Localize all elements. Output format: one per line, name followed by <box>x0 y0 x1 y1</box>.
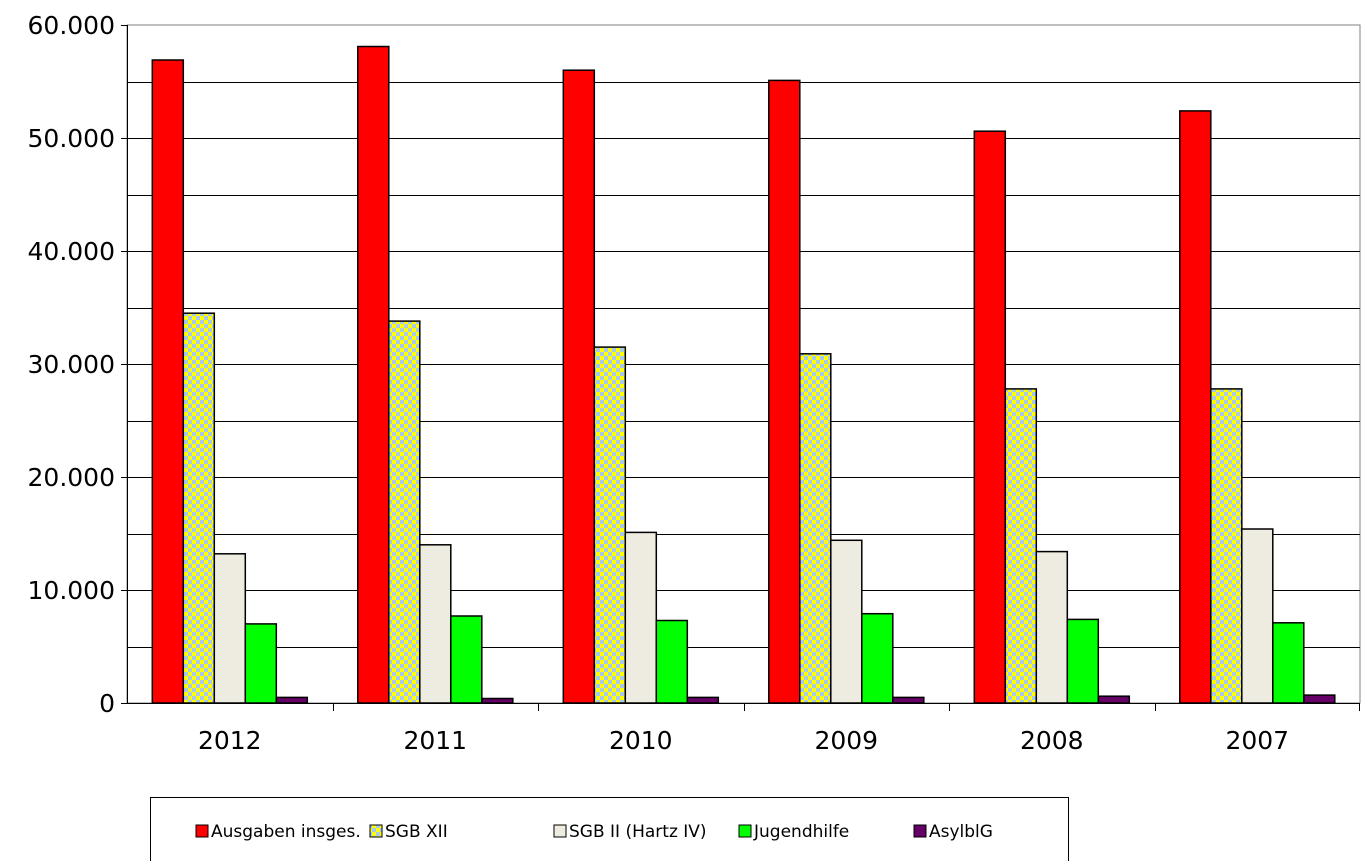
bar-sgb-ii-hartz-iv-2009 <box>830 539 863 704</box>
legend-swatch <box>738 824 752 838</box>
bar-sgb-xii-2011 <box>388 320 421 704</box>
bar-asylblg-2012 <box>275 696 309 704</box>
bar-jugendhilfe-2011 <box>450 615 483 704</box>
y-tick-label: 30.000 <box>28 350 115 379</box>
y-tick-label: 40.000 <box>28 237 115 266</box>
bar-sgb-xii-2010 <box>593 346 627 704</box>
bar-ausgaben-insges-2012 <box>151 59 185 704</box>
y-tick-label: 60.000 <box>28 11 115 40</box>
bar-asylblg-2008 <box>1097 695 1131 704</box>
legend-swatch <box>369 824 383 838</box>
legend-swatch <box>553 824 567 838</box>
bar-sgb-ii-hartz-iv-2012 <box>213 553 247 704</box>
bar-asylblg-2009 <box>892 696 925 704</box>
bar-ausgaben-insges-2007 <box>1179 110 1212 704</box>
legend-label: AsylblG <box>929 822 993 842</box>
bar-asylblg-2007 <box>1303 694 1336 704</box>
bar-sgb-ii-hartz-iv-2008 <box>1035 550 1069 704</box>
x-tick-label: 2010 <box>609 726 673 755</box>
x-tick-label: 2008 <box>1020 726 1084 755</box>
x-tick-label: 2009 <box>814 726 878 755</box>
y-tick-label: 0 <box>99 689 115 718</box>
bar-sgb-xii-2009 <box>799 353 832 704</box>
bar-jugendhilfe-2008 <box>1066 618 1100 704</box>
bar-sgb-ii-hartz-iv-2011 <box>419 544 452 704</box>
bar-sgb-xii-2012 <box>182 312 216 704</box>
legend-label: SGB II (Hartz IV) <box>569 822 707 842</box>
legend-box <box>150 797 1069 862</box>
bar-ausgaben-insges-2010 <box>562 69 596 704</box>
bar-jugendhilfe-2010 <box>655 619 689 704</box>
legend-label: Ausgaben insges. <box>211 822 361 842</box>
bar-ausgaben-insges-2009 <box>768 79 801 704</box>
bar-sgb-ii-hartz-iv-2007 <box>1241 528 1274 704</box>
y-tick-label: 50.000 <box>28 124 115 153</box>
x-tick-label: 2011 <box>403 726 467 755</box>
bar-sgb-xii-2008 <box>1004 388 1038 704</box>
bar-asylblg-2010 <box>686 696 720 704</box>
bars <box>151 45 1336 704</box>
bar-jugendhilfe-2009 <box>861 612 894 704</box>
bar-sgb-xii-2007 <box>1210 388 1243 704</box>
legend-label: Jugendhilfe <box>753 822 849 842</box>
axes: 0 10.000 20.000 30.000 40.000 50.000 60.000 201… <box>28 11 1360 755</box>
legend-label: SGB XII <box>385 822 448 842</box>
legend: Ausgaben insges. SGB XII SGB II (Hartz IV)… <box>150 797 1069 862</box>
legend-swatch <box>195 824 209 838</box>
bar-ausgaben-insges-2008 <box>973 130 1007 704</box>
bar-asylblg-2011 <box>481 697 514 704</box>
bar-jugendhilfe-2012 <box>244 623 278 704</box>
bar-jugendhilfe-2007 <box>1272 622 1305 704</box>
gridlines <box>126 24 1361 704</box>
bar-ausgaben-insges-2011 <box>357 45 390 704</box>
y-tick-label: 20.000 <box>28 463 115 492</box>
legend-swatch <box>913 824 927 838</box>
bar-sgb-ii-hartz-iv-2010 <box>624 531 658 704</box>
x-tick-label: 2007 <box>1225 726 1289 755</box>
x-tick-label: 2012 <box>198 726 262 755</box>
y-tick-label: 10.000 <box>28 576 115 605</box>
